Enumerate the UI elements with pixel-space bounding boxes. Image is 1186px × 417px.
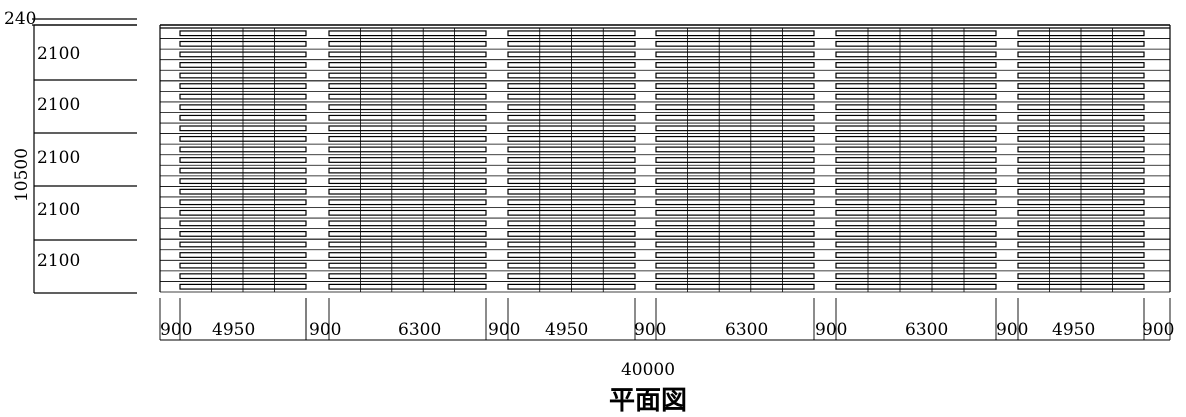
rack-4-1-1 bbox=[328, 252, 487, 258]
row-dim-5: 2100 bbox=[37, 251, 80, 271]
rack-4-1-3 bbox=[655, 252, 815, 258]
rack-1-1-1 bbox=[328, 93, 487, 100]
rack-0-2-4 bbox=[835, 51, 997, 58]
rack-1-2-1 bbox=[328, 104, 487, 111]
rack-0-1-4 bbox=[835, 40, 997, 47]
col-dim-13: 900 bbox=[1142, 320, 1174, 340]
rack-4-0-3 bbox=[655, 241, 815, 248]
rack-1-4-3 bbox=[655, 125, 815, 132]
rack-0-2-3 bbox=[655, 51, 815, 58]
rack-2-1-4 bbox=[835, 146, 997, 153]
rack-0-0-1 bbox=[328, 30, 487, 37]
rack-1-2-4 bbox=[835, 104, 997, 111]
col-dim-3: 900 bbox=[309, 320, 341, 340]
rack-4-1-4 bbox=[835, 252, 997, 258]
rack-3-3-3 bbox=[655, 220, 815, 227]
rack-0-1-3 bbox=[655, 40, 815, 47]
rack-3-0-4 bbox=[835, 188, 997, 195]
rack-1-2-3 bbox=[655, 104, 815, 111]
rack-2-3-4 bbox=[835, 167, 997, 174]
col-dim-6: 4950 bbox=[545, 320, 588, 340]
rack-0-3-3 bbox=[655, 62, 815, 68]
rack-2-3-3 bbox=[655, 167, 815, 174]
plan-title: 平面図 bbox=[609, 386, 687, 416]
rack-2-4-4 bbox=[835, 178, 997, 185]
col-dim-10: 6300 bbox=[905, 320, 948, 340]
rack-3-1-3 bbox=[655, 199, 815, 206]
col-dim-9: 900 bbox=[815, 320, 847, 340]
col-dim-2: 4950 bbox=[212, 320, 255, 340]
col-dim-5: 900 bbox=[488, 320, 520, 340]
rack-3-2-1 bbox=[328, 209, 487, 216]
rack-1-1-4 bbox=[835, 93, 997, 100]
rack-2-4-3 bbox=[655, 178, 815, 185]
rack-2-0-3 bbox=[655, 135, 815, 142]
rack-0-3-1 bbox=[328, 62, 487, 68]
rack-4-4-1 bbox=[328, 283, 487, 290]
rack-1-3-4 bbox=[835, 114, 997, 121]
rack-4-4-4 bbox=[835, 283, 997, 290]
rack-4-4-3 bbox=[655, 283, 815, 290]
rack-0-4-3 bbox=[655, 72, 815, 79]
rack-3-4-3 bbox=[655, 230, 815, 237]
row-dim-2: 2100 bbox=[37, 95, 80, 115]
rack-1-3-1 bbox=[328, 114, 487, 121]
rack-4-3-3 bbox=[655, 273, 815, 280]
col-dim-4: 6300 bbox=[398, 320, 441, 340]
rack-3-3-4 bbox=[835, 220, 997, 227]
rack-2-1-3 bbox=[655, 146, 815, 153]
rack-4-0-4 bbox=[835, 241, 997, 248]
rack-0-2-1 bbox=[328, 51, 487, 58]
rack-1-0-1 bbox=[328, 83, 487, 90]
rack-4-3-4 bbox=[835, 273, 997, 280]
rack-4-3-1 bbox=[328, 273, 487, 280]
rack-3-4-4 bbox=[835, 230, 997, 237]
rack-2-0-4 bbox=[835, 135, 997, 142]
rack-2-0-1 bbox=[328, 135, 487, 142]
rack-4-2-1 bbox=[328, 262, 487, 269]
rack-0-3-4 bbox=[835, 62, 997, 68]
total-height-label: 10500 bbox=[12, 148, 32, 202]
rack-1-4-1 bbox=[328, 125, 487, 132]
rack-4-2-3 bbox=[655, 262, 815, 269]
rack-3-0-1 bbox=[328, 188, 487, 195]
col-dim-11: 900 bbox=[996, 320, 1028, 340]
rack-1-0-3 bbox=[655, 83, 815, 90]
rack-2-2-1 bbox=[328, 157, 487, 163]
rack-1-0-4 bbox=[835, 83, 997, 90]
rack-3-3-1 bbox=[328, 220, 487, 227]
rack-1-1-3 bbox=[655, 93, 815, 100]
row-dim-4: 2100 bbox=[37, 200, 80, 220]
row-dim-1: 2100 bbox=[37, 44, 80, 64]
rack-2-2-3 bbox=[655, 157, 815, 163]
rack-3-0-3 bbox=[655, 188, 815, 195]
col-dim-1: 900 bbox=[160, 320, 192, 340]
rack-0-4-1 bbox=[328, 72, 487, 79]
rack-2-1-1 bbox=[328, 146, 487, 153]
col-dim-12: 4950 bbox=[1052, 320, 1095, 340]
rack-0-4-4 bbox=[835, 72, 997, 79]
rack-4-2-4 bbox=[835, 262, 997, 269]
rack-2-2-4 bbox=[835, 157, 997, 163]
col-dim-7: 900 bbox=[634, 320, 666, 340]
plan-structure bbox=[32, 18, 1171, 341]
rack-3-2-4 bbox=[835, 209, 997, 216]
row-dim-3: 2100 bbox=[37, 148, 80, 168]
rack-0-1-1 bbox=[328, 40, 487, 47]
rack-4-0-1 bbox=[328, 241, 487, 248]
rack-3-4-1 bbox=[328, 230, 487, 237]
rack-0-0-3 bbox=[655, 30, 815, 37]
top-offset-label: 240 bbox=[4, 9, 36, 29]
rack-3-2-3 bbox=[655, 209, 815, 216]
rack-3-1-1 bbox=[328, 199, 487, 206]
rack-1-3-3 bbox=[655, 114, 815, 121]
rack-1-4-4 bbox=[835, 125, 997, 132]
rack-2-3-1 bbox=[328, 167, 487, 174]
total-width-label: 40000 bbox=[621, 360, 675, 380]
col-dim-8: 6300 bbox=[725, 320, 768, 340]
rack-3-1-4 bbox=[835, 199, 997, 206]
rack-2-4-1 bbox=[328, 178, 487, 185]
rack-0-0-4 bbox=[835, 30, 997, 37]
